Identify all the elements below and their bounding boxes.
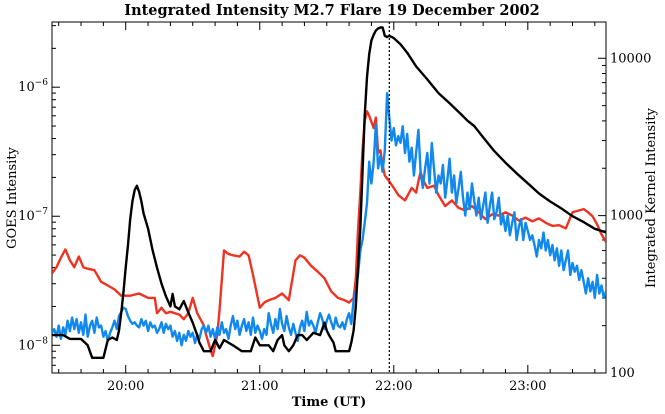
right-tick-label: 10000: [610, 51, 651, 66]
left-tick-label: 10−7: [18, 207, 48, 224]
series-blue-line: [52, 92, 606, 347]
axis-ticks: [52, 22, 606, 374]
chart-title: Integrated Intensity M2.7 Flare 19 Decem…: [124, 2, 539, 19]
left-tick-label: 10−6: [18, 78, 48, 95]
tick-labels: 20:00 21:00 22:00 23:00 10−8 10−7 10−6 100 1000 1…: [18, 51, 651, 394]
right-tick-label: 1000: [610, 209, 643, 224]
right-tick-label: 100: [610, 366, 635, 381]
series-group: [52, 22, 606, 373]
x-tick-label: 20:00: [107, 379, 144, 394]
x-axis-title: Time (UT): [292, 395, 366, 410]
right-axis-title: Integrated Kernel Intensity: [644, 107, 659, 288]
left-axis-title: GOES Intensity: [5, 146, 20, 248]
left-tick-label: 10−8: [18, 336, 48, 353]
x-tick-label: 21:00: [241, 379, 278, 394]
plot-frame: [51, 21, 607, 374]
x-tick-label: 23:00: [509, 379, 546, 394]
x-tick-label: 22:00: [375, 379, 412, 394]
series-goes-line: [52, 26, 606, 359]
